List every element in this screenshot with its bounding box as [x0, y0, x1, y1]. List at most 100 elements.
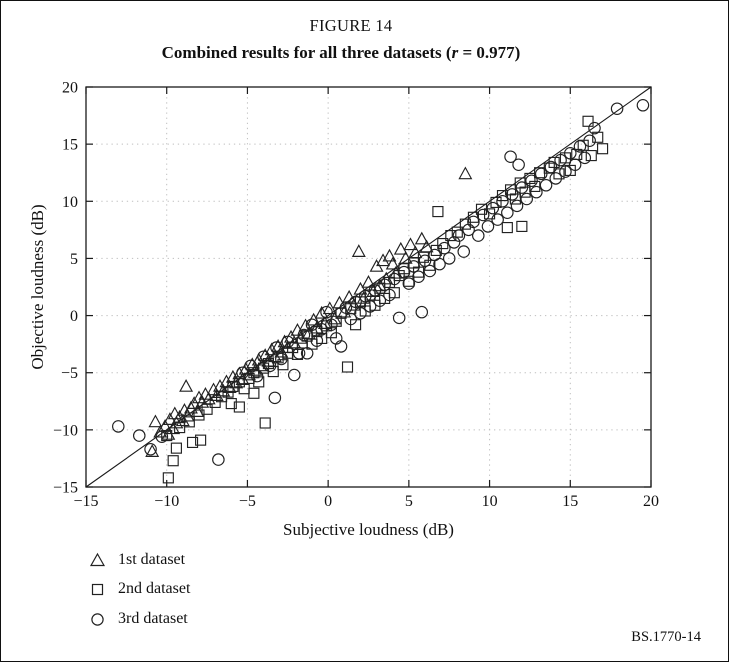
data-point-square: [193, 409, 205, 421]
y-tick-label: −5: [61, 365, 78, 382]
data-point-circle: [212, 453, 225, 466]
data-point-circle: [297, 328, 311, 342]
data-point-circle: [378, 278, 391, 291]
data-point-circle: [438, 241, 451, 255]
data-point-circle: [325, 318, 338, 331]
data-point-circle: [447, 236, 461, 249]
data-point-circle: [155, 430, 169, 443]
legend-label: 3rd dataset: [118, 609, 188, 627]
data-point-circle: [564, 147, 577, 160]
data-point-circle: [244, 359, 257, 373]
data-point-circle: [334, 340, 348, 353]
data-point-circle: [392, 311, 406, 325]
plot-frame: [85, 86, 652, 488]
data-point-square: [553, 168, 565, 180]
data-point-circle: [344, 312, 358, 326]
data-point-circle: [467, 215, 480, 229]
y-tick-label: 5: [70, 251, 78, 268]
data-point-triangle: [458, 166, 473, 180]
x-tick-label: 0: [324, 493, 332, 510]
data-point-circle: [568, 158, 582, 171]
y-tick-label: 15: [62, 137, 78, 154]
data-point-square: [277, 359, 289, 371]
y-axis-label: Objective loudness (dB): [28, 204, 47, 370]
data-point-square: [162, 472, 174, 484]
data-point-circle: [358, 289, 372, 303]
data-point-circle: [578, 151, 592, 165]
x-tick-label: 15: [562, 493, 578, 510]
data-point-square: [183, 416, 195, 428]
data-point-circle: [373, 294, 387, 307]
data-point-circle: [554, 153, 567, 167]
x-tick-label: 5: [405, 493, 413, 510]
figure-title-r-variable: r: [451, 43, 459, 62]
data-point-square: [548, 156, 560, 169]
data-point-circle: [257, 350, 270, 363]
legend-label: 1st dataset: [118, 550, 186, 568]
data-point-square: [253, 376, 265, 388]
data-point-triangle: [267, 349, 282, 363]
data-point-circle: [281, 335, 295, 349]
data-point-circle: [263, 359, 277, 373]
data-point-circle: [573, 140, 587, 153]
data-point-circle: [418, 254, 432, 267]
data-point-triangle: [274, 344, 289, 358]
legend-item-1st-dataset: 1st dataset: [89, 549, 190, 570]
data-point-triangle: [385, 256, 400, 270]
data-point-circle: [275, 352, 288, 366]
circle-marker-icon: [91, 612, 104, 626]
data-point-triangle: [179, 379, 194, 392]
data-point-circle: [349, 295, 362, 309]
y-tick-label: 10: [62, 194, 78, 211]
data-point-triangle: [158, 419, 173, 432]
data-point-square: [306, 338, 318, 350]
data-point-circle: [320, 305, 333, 319]
data-point-square: [201, 403, 213, 415]
data-point-circle: [636, 99, 650, 112]
data-point-circle: [549, 172, 563, 185]
data-point-circle: [481, 220, 495, 233]
data-point-circle: [368, 284, 382, 297]
data-point-circle: [300, 347, 314, 360]
data-point-circle: [539, 179, 553, 192]
data-point-circle: [354, 307, 367, 320]
data-point-triangle: [235, 372, 250, 385]
x-tick-label: 10: [482, 493, 498, 510]
triangle-marker-icon: [89, 552, 106, 566]
data-point-triangle: [403, 237, 418, 251]
data-point-square: [424, 259, 436, 271]
data-point-square: [519, 186, 531, 198]
x-axis-label: Subjective loudness (dB): [283, 520, 454, 539]
data-point-circle: [559, 165, 572, 178]
data-point-square: [186, 436, 199, 449]
data-point-circle: [407, 260, 420, 273]
data-point-square: [582, 115, 594, 127]
data-point-square: [496, 189, 509, 202]
data-point-triangle: [229, 375, 244, 389]
data-point-circle: [292, 347, 306, 360]
data-point-circle: [544, 160, 558, 174]
legend: 1st dataset 2nd dataset 3rd dataset: [89, 549, 190, 638]
data-point-square: [596, 143, 609, 155]
x-tick-label: −10: [154, 493, 179, 510]
data-point-circle: [520, 192, 533, 206]
figure-number: FIGURE 14: [309, 16, 393, 35]
data-point-square: [195, 434, 207, 446]
data-point-circle: [112, 420, 125, 433]
data-point-circle: [415, 305, 429, 319]
data-point-circle: [505, 188, 519, 201]
data-point-square: [432, 205, 444, 218]
legend-item-3rd-dataset: 3rd dataset: [89, 608, 190, 629]
data-point-square: [516, 220, 528, 233]
data-point-square: [248, 387, 260, 399]
data-point-square: [341, 361, 354, 373]
data-point-triangle: [183, 400, 198, 414]
legend-label: 2nd dataset: [118, 580, 191, 597]
data-point-circle: [423, 264, 437, 278]
data-point-triangle: [376, 253, 390, 267]
data-point-square: [259, 417, 271, 429]
data-point-circle: [132, 429, 146, 442]
data-point-triangle: [180, 408, 195, 422]
data-point-square: [585, 149, 597, 162]
